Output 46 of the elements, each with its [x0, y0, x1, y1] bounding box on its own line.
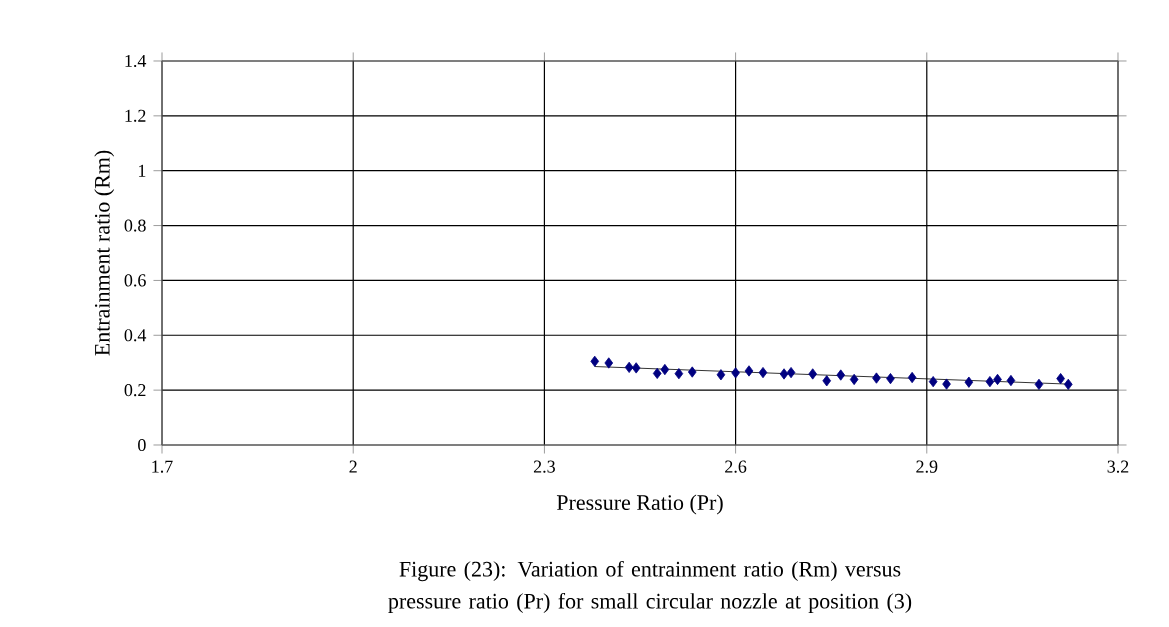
point [1063, 378, 1073, 390]
point [604, 357, 614, 369]
point [849, 373, 859, 386]
y-tick-label: 1.4 [125, 54, 147, 68]
point [907, 371, 917, 384]
point [964, 376, 974, 388]
point [1034, 378, 1044, 390]
point [1056, 373, 1065, 385]
x-tick-label: 2.3 [533, 460, 555, 473]
y-tick-label: 0.8 [124, 219, 146, 232]
x-tick-label: 2.6 [725, 460, 747, 473]
point [590, 355, 600, 367]
point [624, 361, 634, 373]
y-tick-label: 1.2 [125, 109, 146, 122]
x-tick-label: 2.9 [916, 460, 938, 473]
point [779, 368, 789, 380]
x-tick-label: 2 [349, 460, 357, 473]
point [674, 368, 684, 380]
point [928, 376, 938, 388]
y-axis-title: Entrainment ratio (Rm) [94, 150, 115, 356]
point [758, 366, 768, 379]
x-axis-title: Pressure Ratio (Pr) [556, 494, 723, 515]
x-tick-label: 3.2 [1107, 460, 1129, 473]
point [687, 366, 697, 378]
text: Figure (23): Variation of entrainment ratio (Rm) versus pressure ratio (Pr) for small circular nozzle at position (3) [388, 560, 912, 614]
point [872, 372, 881, 384]
y-tick-label: 0.2 [124, 384, 146, 397]
point [716, 369, 726, 381]
point [886, 373, 895, 385]
point [985, 376, 995, 388]
y-tick-label: 0.6 [124, 274, 146, 287]
point [942, 378, 951, 390]
point [1006, 374, 1016, 387]
point [786, 366, 796, 379]
y-tick-label: 0.4 [124, 329, 147, 342]
x-tick-label: 1.7 [152, 460, 173, 473]
point [836, 369, 846, 381]
point [731, 367, 740, 379]
y-tick-label: 0 [138, 438, 146, 452]
y-tick-label: 1 [138, 164, 146, 177]
point [744, 365, 754, 377]
point [808, 368, 818, 380]
point [660, 363, 670, 376]
point [652, 367, 662, 379]
point [822, 375, 832, 387]
point [631, 362, 641, 374]
